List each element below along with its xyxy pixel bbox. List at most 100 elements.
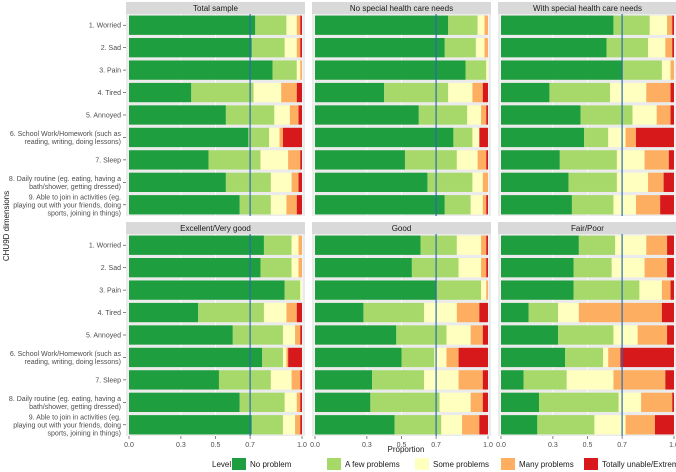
bar-segment-a-few-problems (218, 370, 271, 390)
bar-segment-a-few-problems (418, 105, 468, 125)
bar-segment-many-problems (665, 38, 673, 58)
legend-swatch (415, 458, 429, 470)
bar-segment-a-few-problems (248, 127, 270, 148)
bar-segment-many-problems (477, 150, 487, 170)
bar-segment-some-problems (263, 302, 287, 323)
bar-segment-totally-unable-extremely (486, 235, 488, 255)
bar-segment-totally-unable-extremely (668, 150, 674, 170)
bar-segment-no-problem (315, 258, 412, 278)
bar-segment-some-problems (639, 280, 662, 300)
bar-segment-some-problems (603, 347, 609, 368)
panel-title: With special health care needs (533, 4, 642, 13)
category-label: sports, joining in things) (47, 210, 121, 217)
bar-segment-a-few-problems (394, 415, 442, 435)
bar-segment-many-problems (289, 105, 299, 125)
bar-segment-many-problems (481, 235, 487, 255)
bar-segment-a-few-problems (370, 392, 440, 412)
legend-swatch (232, 458, 246, 470)
panel-strip (312, 222, 491, 234)
bar-segment-no-problem (315, 280, 437, 300)
x-tick-label: 0.5 (397, 442, 407, 449)
bar-segment-many-problems (481, 258, 487, 278)
x-tick-label: 0.7 (431, 442, 441, 449)
x-tick-label: 0.0 (124, 442, 134, 449)
bar-segment-many-problems (484, 38, 488, 58)
bar-segment-some-problems (448, 82, 473, 103)
bar-segment-totally-unable-extremely (670, 82, 674, 103)
bar-segment-totally-unable-extremely (296, 302, 302, 323)
bar-segment-many-problems (296, 38, 301, 58)
bar-segment-totally-unable-extremely (654, 415, 674, 435)
bar-segment-some-problems (609, 82, 647, 103)
bar-segment-many-problems (286, 347, 289, 368)
bar-segment-some-problems (284, 392, 297, 412)
bar-segment-many-problems (648, 172, 664, 192)
bar-segment-no-problem (315, 370, 373, 390)
bar-segment-a-few-problems (363, 302, 424, 323)
bar-segment-no-problem (501, 415, 538, 435)
legend-swatch (327, 458, 341, 470)
bar-segment-some-problems (423, 302, 457, 323)
bar-segment-some-problems (291, 235, 299, 255)
bar-segment-a-few-problems (401, 347, 435, 368)
bar-segment-totally-unable-extremely (486, 105, 488, 125)
bar-segment-many-problems (291, 172, 299, 192)
panel-title: Excellent/Very good (180, 224, 251, 233)
bar-segment-many-problems (578, 302, 662, 323)
bar-segment-no-problem (129, 195, 240, 215)
bar-segment-some-problems (260, 150, 289, 170)
bar-segment-some-problems (475, 38, 485, 58)
bar-segment-a-few-problems (225, 172, 271, 192)
bar-segment-no-problem (129, 172, 226, 192)
bar-segment-a-few-problems (584, 127, 609, 148)
bar-segment-many-problems (486, 280, 488, 300)
x-tick-label: 0.7 (617, 442, 627, 449)
x-tick-label: 0.5 (583, 442, 593, 449)
bar-segment-totally-unable-extremely (479, 302, 488, 323)
bar-segment-no-problem (501, 325, 559, 345)
bar-segment-totally-unable-extremely (486, 258, 488, 278)
x-tick-label: 0.3 (548, 442, 558, 449)
bar-segment-many-problems (286, 195, 297, 215)
bar-segment-some-problems (439, 392, 471, 412)
bar-segment-a-few-problems (622, 60, 662, 80)
bar-segment-some-problems (477, 15, 485, 35)
bar-segment-a-few-problems (539, 392, 619, 412)
bar-segment-some-problems (608, 127, 626, 148)
x-tick-label: 1.0 (297, 442, 307, 449)
bar-segment-many-problems (298, 258, 302, 278)
category-label: bath/shower, getting dressed) (29, 404, 121, 411)
bar-segment-a-few-problems (404, 150, 457, 170)
bar-segment-a-few-problems (251, 415, 283, 435)
bar-segment-no-problem (501, 195, 572, 215)
bar-segment-a-few-problems (198, 302, 264, 323)
bar-segment-no-problem (501, 38, 607, 58)
bar-segment-many-problems (613, 370, 666, 390)
bar-segment-many-problems (296, 15, 301, 35)
bar-segment-totally-unable-extremely (288, 347, 302, 368)
legend-label: A few problems (345, 460, 400, 469)
bar-segment-many-problems (641, 392, 673, 412)
bar-segment-a-few-problems (573, 258, 612, 278)
x-tick-label: 0.0 (310, 442, 320, 449)
category-label: 8. Daily routine (eg. eating, having a (9, 176, 121, 183)
bar-segment-a-few-problems (559, 150, 617, 170)
bar-segment-some-problems (284, 38, 297, 58)
bar-segment-totally-unable-extremely (300, 392, 302, 412)
bar-segment-a-few-problems (573, 280, 640, 300)
panel-title: Good (392, 224, 412, 233)
bar-segment-many-problems (481, 105, 487, 125)
bar-segment-some-problems (441, 415, 463, 435)
bar-segment-a-few-problems (565, 347, 604, 368)
bar-segment-totally-unable-extremely (298, 172, 302, 192)
bar-segment-many-problems (446, 347, 459, 368)
legend-label: No problem (250, 460, 292, 469)
bar-segment-totally-unable-extremely (482, 325, 488, 345)
bar-segment-no-problem (129, 302, 199, 323)
category-label: 1. Worried (89, 23, 121, 30)
bar-segment-totally-unable-extremely (486, 150, 488, 170)
bar-segment-no-problem (501, 150, 560, 170)
bar-segment-totally-unable-extremely (663, 172, 674, 192)
bar-segment-totally-unable-extremely (635, 127, 674, 148)
bar-segment-a-few-problems (444, 38, 476, 58)
